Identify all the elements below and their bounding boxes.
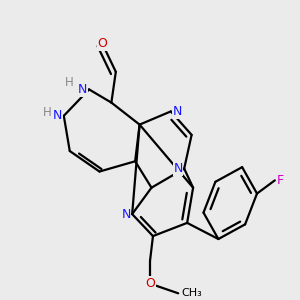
- Text: CH₃: CH₃: [181, 288, 202, 298]
- Text: H: H: [65, 76, 74, 88]
- Text: O: O: [98, 38, 107, 50]
- Text: N: N: [53, 109, 62, 122]
- Text: N: N: [121, 208, 131, 220]
- Text: N: N: [172, 105, 182, 118]
- Text: O: O: [145, 277, 155, 290]
- Text: N: N: [173, 162, 183, 175]
- Text: H: H: [43, 106, 52, 119]
- Text: N: N: [78, 83, 88, 96]
- Text: F: F: [277, 174, 284, 187]
